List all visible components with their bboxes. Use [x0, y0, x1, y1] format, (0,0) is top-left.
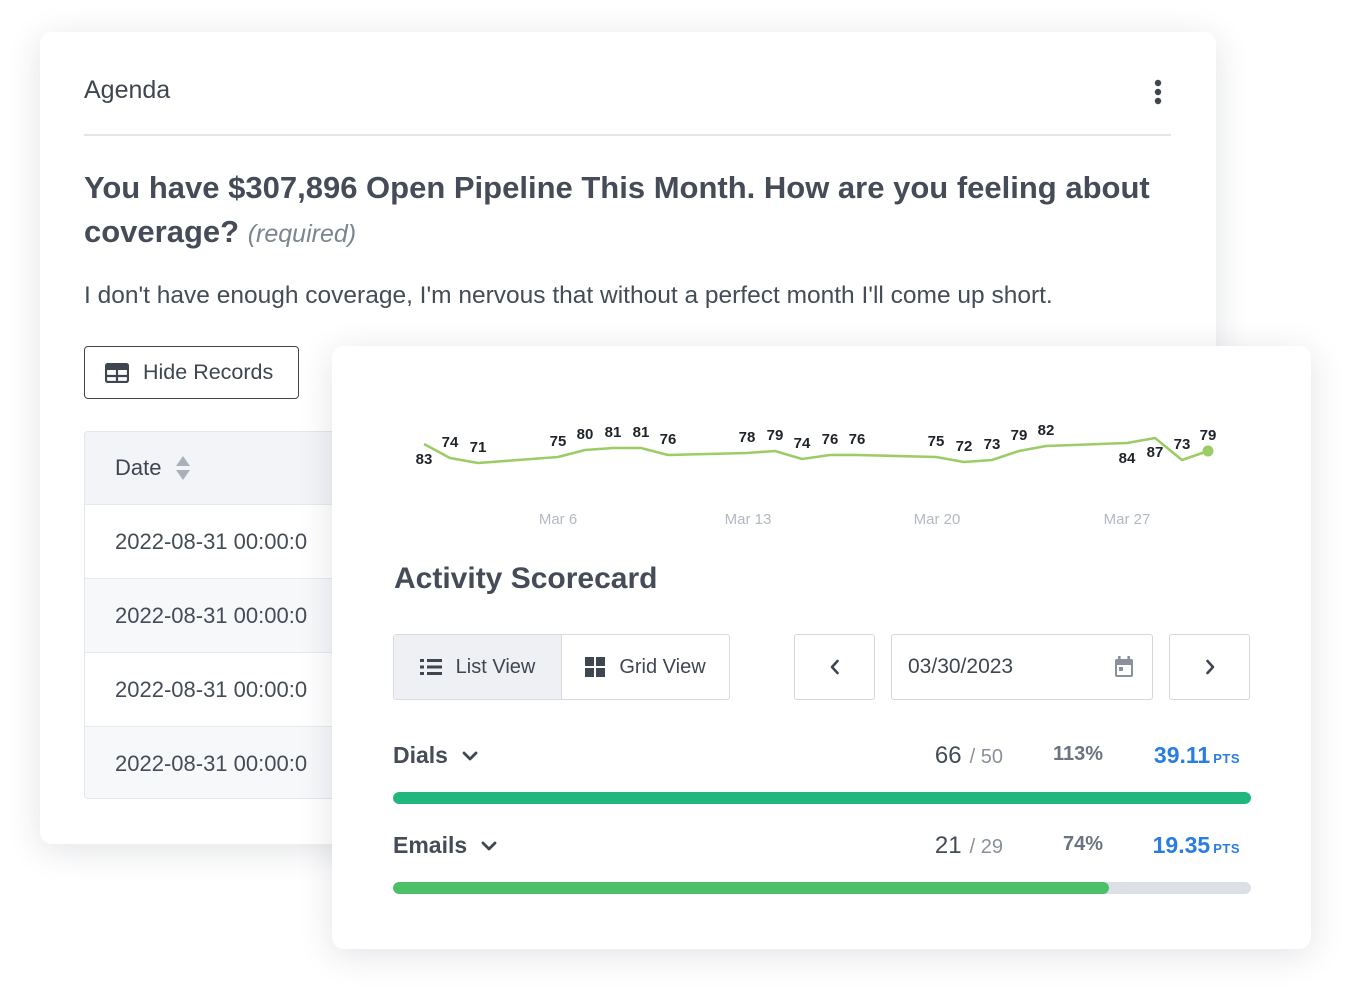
data-label: 75 — [928, 433, 945, 450]
points-unit: PTS — [1213, 841, 1240, 856]
metric-goal: 50 — [980, 746, 1003, 768]
data-label: 76 — [822, 431, 839, 448]
series-line — [423, 436, 1209, 465]
last-point-marker[interactable] — [1202, 445, 1214, 457]
data-label: 73 — [1174, 436, 1191, 453]
x-tick-label: Mar 13 — [725, 511, 772, 528]
agenda-divider — [84, 134, 1171, 136]
data-label: 79 — [767, 427, 784, 444]
data-label: 71 — [470, 439, 487, 456]
hide-records-button[interactable]: Hide Records — [84, 346, 299, 399]
data-label: 84 — [1119, 450, 1136, 467]
next-date-button[interactable] — [1169, 634, 1250, 700]
metric-actual: 66 — [934, 742, 962, 769]
data-label: 87 — [1147, 444, 1164, 461]
data-label: 74 — [442, 434, 459, 451]
list-icon — [419, 659, 442, 675]
table-icon — [105, 362, 129, 383]
metric-separator: / — [969, 746, 981, 768]
points-unit: PTS — [1213, 751, 1240, 766]
metric-percent: 113% — [1052, 743, 1103, 765]
calendar-icon[interactable] — [1114, 656, 1134, 678]
data-label: 74 — [794, 435, 811, 452]
progress-bar-dials — [393, 792, 1251, 804]
metric-dials: Dials 66 / 50 113% 39.11 PTS — [393, 742, 1251, 806]
data-label: 80 — [577, 426, 594, 443]
progress-fill — [393, 792, 1251, 804]
data-label: 79 — [1011, 427, 1028, 444]
metric-emails: Emails 21 / 29 74% 19.35 PTS — [393, 832, 1251, 896]
data-label: 81 — [633, 424, 650, 441]
chevron-down-icon[interactable] — [462, 750, 478, 762]
previous-date-button[interactable] — [794, 634, 875, 700]
trend-line-chart: 83 74 71 75 80 81 81 76 78 79 74 76 76 75 72 73 79 82 84 87… — [416, 422, 1217, 528]
points-value: 39.11 — [1153, 742, 1211, 768]
data-label: 72 — [956, 438, 973, 455]
chevron-left-icon — [830, 659, 839, 675]
progress-bar-emails — [393, 882, 1251, 894]
agenda-question: You have $307,896 Open Pipeline This Mon… — [84, 166, 1164, 256]
chevron-down-icon[interactable] — [481, 840, 497, 852]
data-label: 78 — [739, 429, 756, 446]
data-label: 76 — [849, 431, 866, 448]
x-tick-label: Mar 20 — [914, 511, 961, 528]
required-label: (required) — [247, 220, 357, 248]
points-value: 19.35 — [1152, 832, 1211, 858]
x-tick-label: Mar 6 — [539, 511, 577, 528]
metric-value: 66 / 50 — [935, 742, 1003, 770]
progress-fill — [393, 882, 1109, 894]
grid-view-label: Grid View — [619, 655, 706, 678]
data-label: 81 — [605, 424, 622, 441]
sort-icon[interactable] — [175, 455, 191, 481]
data-label: 79 — [1200, 427, 1217, 444]
metric-separator: / — [969, 836, 981, 858]
date-value: 03/30/2023 — [908, 655, 1014, 678]
metric-actual: 21 — [934, 832, 962, 859]
more-vertical-icon[interactable] — [1148, 78, 1168, 106]
list-view-label: List View — [455, 655, 536, 678]
date-field[interactable]: 03/30/2023 — [891, 634, 1153, 700]
data-label: 75 — [550, 433, 567, 450]
hide-records-label: Hide Records — [143, 360, 274, 384]
grid-view-button[interactable]: Grid View — [561, 635, 729, 699]
x-tick-label: Mar 27 — [1104, 511, 1151, 528]
data-label: 73 — [984, 436, 1001, 453]
metric-name-dials[interactable]: Dials — [393, 742, 478, 769]
grid-icon — [585, 657, 606, 677]
data-label: 76 — [660, 431, 677, 448]
column-header-date[interactable]: Date — [115, 455, 162, 480]
agenda-answer: I don't have enough coverage, I'm nervou… — [84, 282, 1053, 309]
metric-points: 39.11 PTS — [1154, 742, 1240, 769]
question-text: You have $307,896 Open Pipeline This Mon… — [84, 170, 1150, 249]
scorecard-title: Activity Scorecard — [394, 562, 658, 595]
metric-percent: 74% — [1062, 833, 1103, 855]
metric-points: 19.35 PTS — [1153, 832, 1240, 859]
list-view-button[interactable]: List View — [394, 635, 561, 699]
activity-scorecard-card: 83 74 71 75 80 81 81 76 78 79 74 76 76 75 72 73 79 82 84 87… — [332, 346, 1311, 949]
metric-goal: 29 — [980, 836, 1003, 858]
view-toggle: List View Grid View — [393, 634, 730, 700]
chevron-right-icon — [1205, 659, 1214, 675]
data-label: 83 — [416, 451, 433, 468]
metric-label: Dials — [393, 742, 448, 768]
agenda-title: Agenda — [84, 76, 171, 104]
metric-label: Emails — [393, 832, 468, 858]
metric-name-emails[interactable]: Emails — [393, 832, 497, 859]
metric-value: 21 / 29 — [935, 832, 1003, 860]
data-label: 82 — [1038, 422, 1055, 439]
